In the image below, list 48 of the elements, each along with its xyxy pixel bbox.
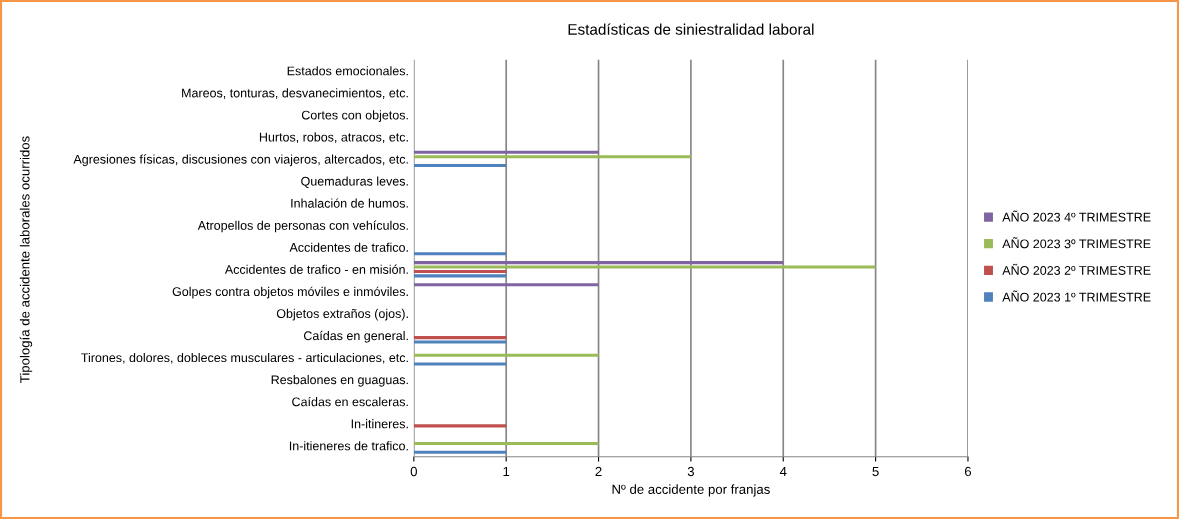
y-tick-label: Quemaduras leves. bbox=[301, 176, 408, 188]
bar bbox=[413, 164, 507, 168]
y-axis-title: Tipología de accidente laborales ocurridos bbox=[19, 136, 33, 383]
y-tick-label: Accidentes de trafico - en misión. bbox=[224, 264, 408, 274]
x-tick-label: 5 bbox=[872, 466, 879, 477]
legend-label: AÑO 2023 3º TRIMESTRE bbox=[1002, 237, 1151, 249]
bar bbox=[413, 283, 599, 287]
bar bbox=[413, 340, 507, 344]
y-tick-label: Caídas en escaleras. bbox=[292, 396, 408, 407]
bar bbox=[413, 252, 507, 256]
y-tick-label: Inhalación de humos. bbox=[291, 198, 408, 208]
bar bbox=[413, 274, 507, 278]
y-tick-label: Objetos extraños (ojos). bbox=[276, 308, 408, 321]
legend-label: AÑO 2023 2º TRIMESTRE bbox=[1002, 263, 1151, 275]
y-tick-label: Hurtos, robos, atracos, etc. bbox=[259, 132, 408, 144]
y-tick-label: Accidentes de trafico. bbox=[289, 242, 408, 252]
y-tick-label: Atropellos de personas con vehículos. bbox=[197, 220, 408, 233]
bar bbox=[413, 269, 507, 273]
y-tick-label: Tirones, dolores, dobleces musculares - articulaciones, etc. bbox=[81, 352, 408, 364]
y-tick-label: Cortes con objetos. bbox=[301, 110, 408, 122]
y-tick-label: Golpes contra objetos móviles e inmóviles. bbox=[172, 286, 408, 299]
bar bbox=[413, 336, 507, 340]
bar bbox=[413, 150, 599, 154]
bar bbox=[413, 261, 784, 265]
bar bbox=[413, 353, 599, 357]
x-tick-label: 2 bbox=[595, 466, 602, 476]
y-tick-label: Resbalones en guaguas. bbox=[271, 374, 408, 387]
x-axis-title: Nº de accidente por franjas bbox=[612, 484, 770, 497]
y-tick-label: Estados emocionales. bbox=[287, 66, 408, 76]
x-tick-label: 4 bbox=[779, 466, 787, 476]
x-tick-label: 0 bbox=[410, 466, 417, 477]
bar bbox=[413, 155, 691, 159]
y-tick-label: Agresiones físicas, discusiones con viajeros, altercados, etc. bbox=[73, 154, 408, 167]
y-tick-label: In-itineres. bbox=[351, 419, 408, 429]
chart-title: Estadísticas de siniestralidad laboral bbox=[568, 23, 814, 35]
bar bbox=[413, 265, 876, 269]
x-tick-label: 6 bbox=[964, 466, 972, 477]
y-tick-label: Mareos, tonturas, desvanecimientos, etc. bbox=[182, 88, 408, 99]
y-tick-label: Caídas en general. bbox=[303, 330, 408, 343]
legend-label: AÑO 2023 1º TRIMESTRE bbox=[1002, 290, 1151, 302]
bar bbox=[413, 450, 507, 454]
bar bbox=[413, 441, 599, 446]
legend-label: AÑO 2023 4º TRIMESTRE bbox=[1002, 210, 1151, 222]
x-tick-label: 1 bbox=[503, 466, 510, 476]
bar bbox=[413, 424, 507, 428]
y-tick-label: In-itieneres de trafico. bbox=[289, 441, 408, 451]
bar bbox=[413, 362, 507, 366]
x-tick-label: 3 bbox=[687, 466, 694, 477]
